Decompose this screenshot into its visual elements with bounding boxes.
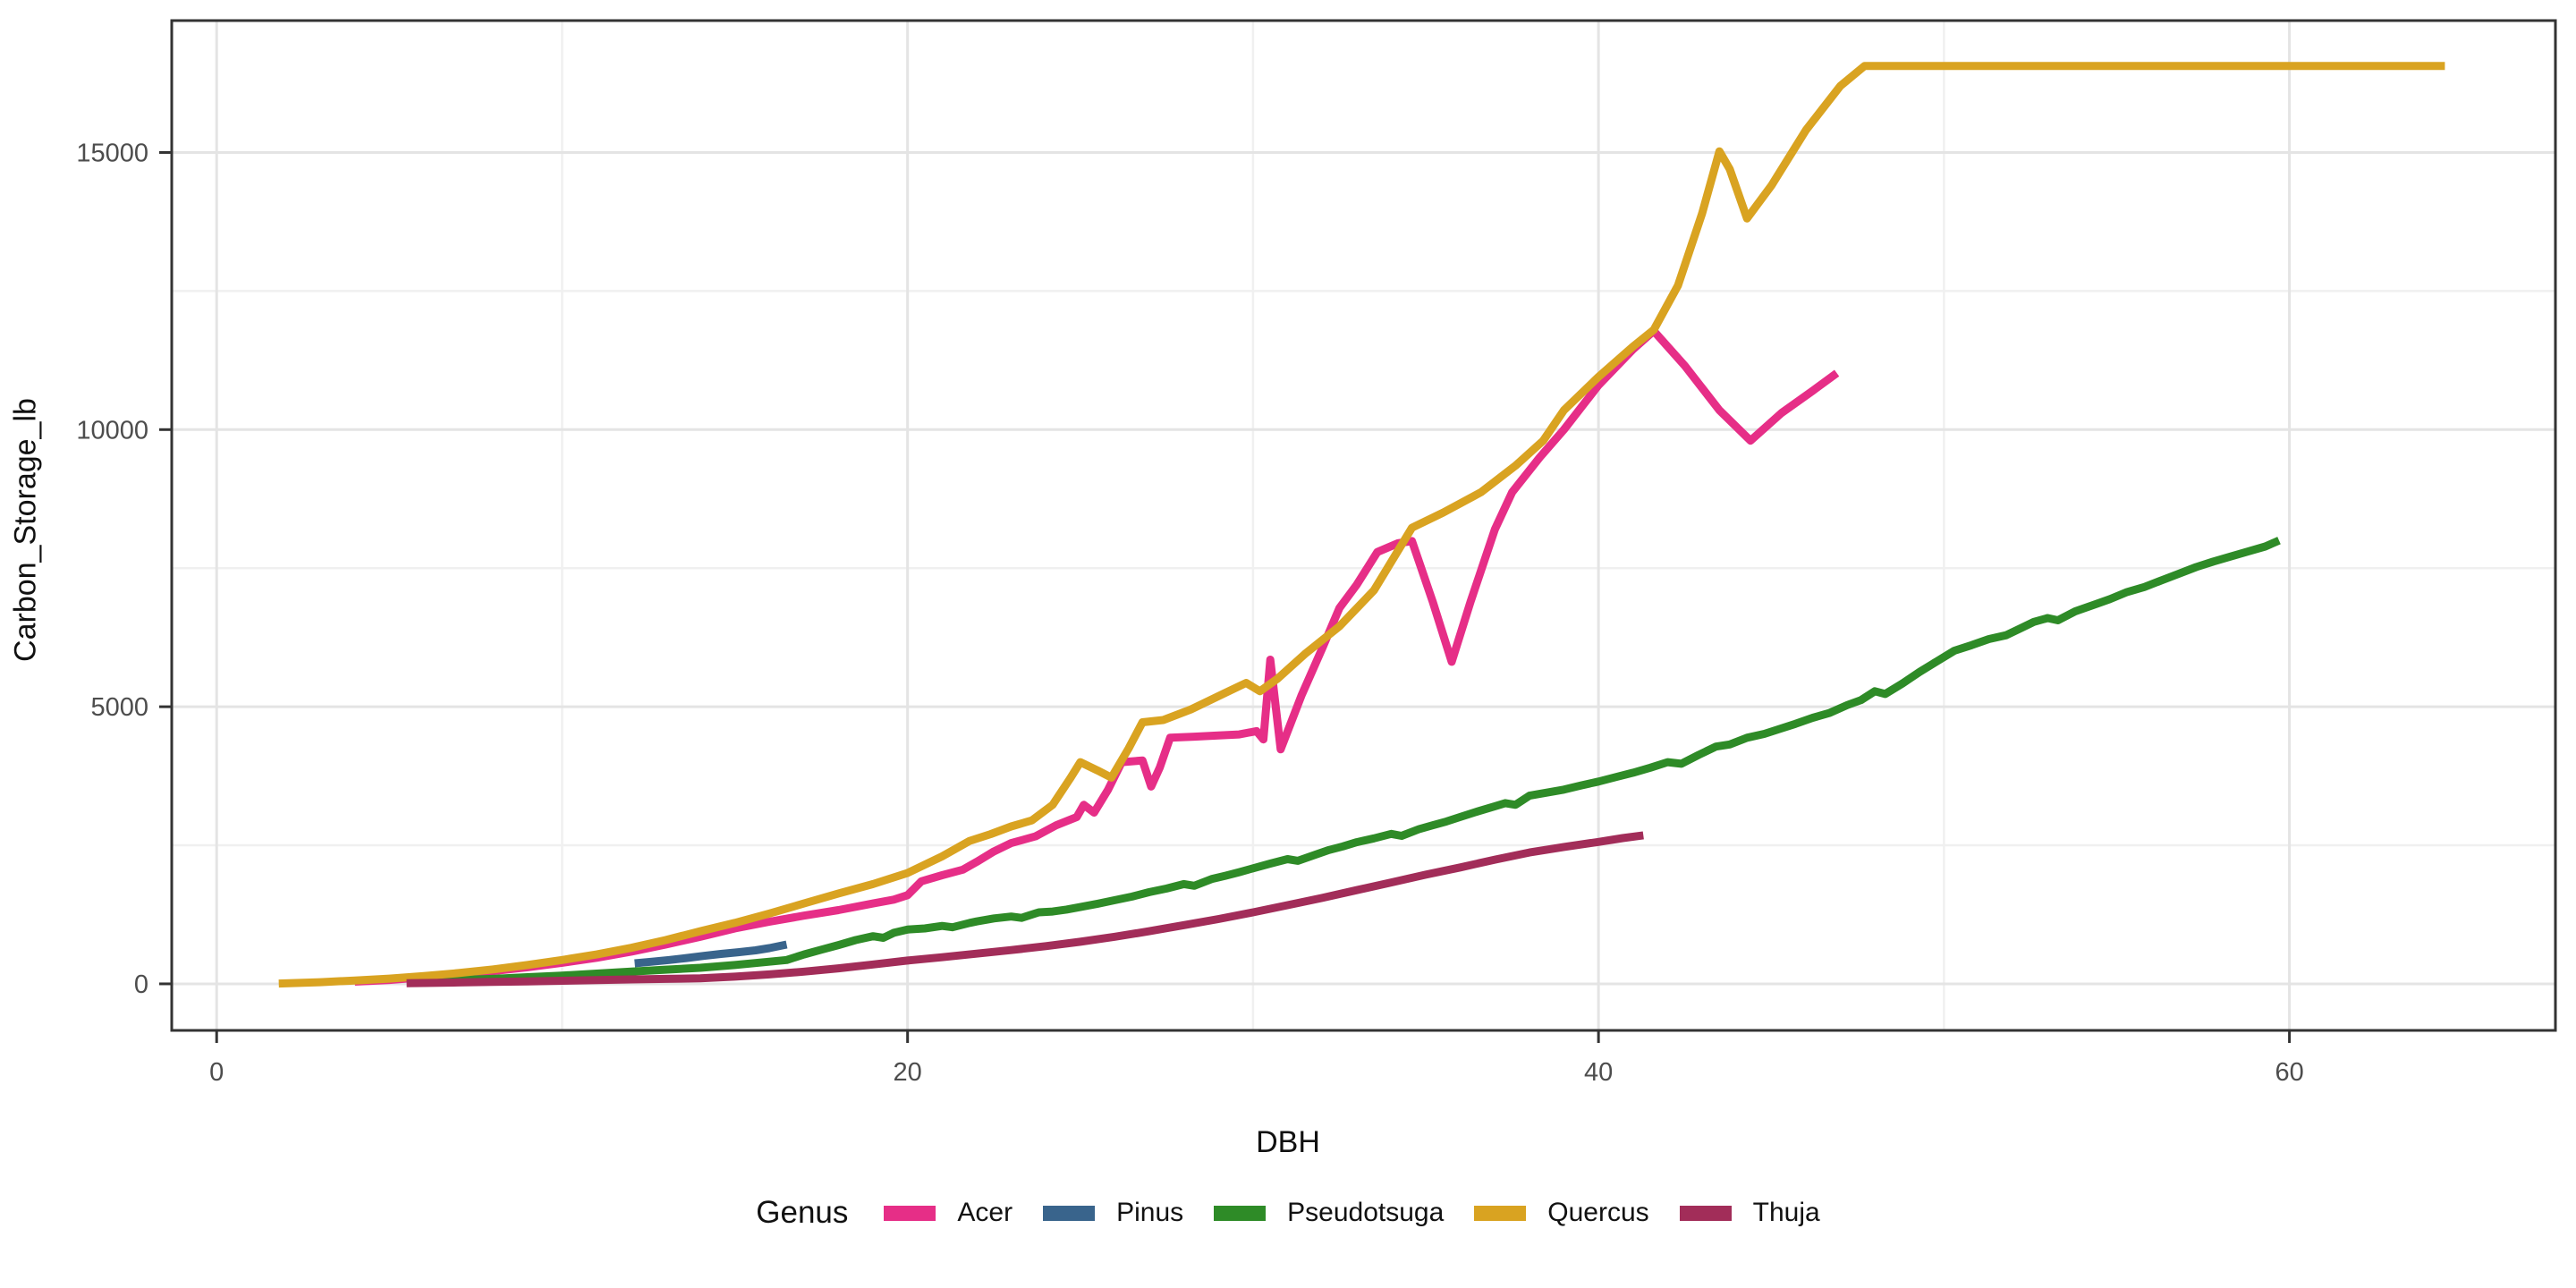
legend-label-thuja: Thuja xyxy=(1752,1198,1820,1227)
y-tick-label-10000: 10000 xyxy=(76,416,148,445)
legend-swatch-pseudotsuga xyxy=(1214,1205,1267,1221)
y-tick-label-15000: 15000 xyxy=(76,139,148,167)
x-axis-title: DBH xyxy=(1256,1125,1320,1159)
series-line-quercus xyxy=(278,62,2445,988)
legend-swatch-quercus xyxy=(1474,1205,1527,1221)
legend-item-thuja: Thuja xyxy=(1679,1198,1820,1228)
legend-swatch-acer xyxy=(884,1205,936,1221)
x-tick-label-60: 60 xyxy=(2275,1058,2303,1087)
y-tick-label-0: 0 xyxy=(134,970,148,999)
x-tick-label-0: 0 xyxy=(209,1058,224,1087)
legend-label-pseudotsuga: Pseudotsuga xyxy=(1287,1198,1445,1227)
legend-item-pinus: Pinus xyxy=(1043,1198,1183,1228)
axis-tick-labels: 0 20 40 60 0 5000 10000 15000 xyxy=(76,139,2303,1087)
legend: Genus Acer Pinus Pseudotsuga Quercus Thuja xyxy=(0,1195,2576,1231)
y-tick-label-5000: 5000 xyxy=(90,693,148,722)
series-line-thuja xyxy=(406,831,1644,987)
panel-border xyxy=(170,19,2557,1032)
x-tick-label-40: 40 xyxy=(1584,1058,1613,1087)
series-line-pseudotsuga xyxy=(423,537,2281,986)
gridlines xyxy=(172,21,2555,1030)
legend-item-quercus: Quercus xyxy=(1474,1198,1649,1228)
legend-label-quercus: Quercus xyxy=(1547,1198,1649,1227)
legend-item-acer: Acer xyxy=(884,1198,1013,1228)
series-line-acer xyxy=(354,326,1840,986)
legend-swatch-thuja xyxy=(1679,1205,1732,1221)
legend-label-acer: Acer xyxy=(957,1198,1013,1227)
axis-ticks xyxy=(159,150,2292,1043)
x-tick-label-20: 20 xyxy=(894,1058,922,1087)
data-series xyxy=(278,62,2445,988)
legend-label-pinus: Pinus xyxy=(1116,1198,1184,1227)
series-line-pinus xyxy=(634,940,788,968)
legend-title: Genus xyxy=(756,1195,849,1230)
legend-swatch-pinus xyxy=(1043,1205,1096,1221)
y-axis-title: Carbon_Storage_lb xyxy=(8,398,43,662)
legend-item-pseudotsuga: Pseudotsuga xyxy=(1214,1198,1444,1228)
